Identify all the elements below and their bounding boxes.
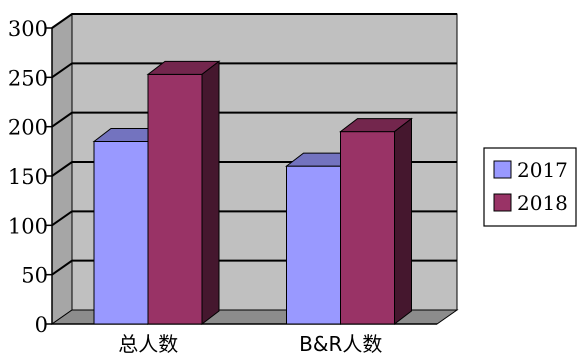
- bar-2017-0-front: [93, 140, 149, 325]
- gridline-200: [51, 111, 457, 128]
- y-tick-label-100: 100: [8, 214, 48, 238]
- bar-2018-0-front: [147, 73, 203, 325]
- y-tick-label-150: 150: [8, 165, 48, 189]
- y-tick-label-50: 50: [21, 264, 48, 288]
- bar-2018-0-side: [201, 60, 220, 326]
- axis-labels: 0 50 100 150 200 250 300 总人数 B&R人数: [8, 17, 382, 356]
- gridline-300: [51, 13, 457, 29]
- bar-2018-1-side: [394, 117, 412, 326]
- bars: [92, 60, 413, 326]
- legend-label-2018: 2018: [517, 191, 568, 215]
- y-tick-label-200: 200: [8, 116, 48, 140]
- x-category-label-1: B&R人数: [299, 332, 382, 356]
- legend-swatch-2017: [493, 160, 512, 179]
- y-tick-label-0: 0: [35, 313, 48, 337]
- y-tick-label-250: 250: [8, 66, 48, 90]
- y-tick-label-300: 300: [8, 17, 48, 41]
- bar-2018-1-front: [340, 131, 395, 325]
- legend-swatch-2018: [493, 193, 512, 212]
- bar-2017-1-front: [286, 165, 341, 325]
- gridline-250: [51, 62, 457, 79]
- legend-label-2017: 2017: [517, 158, 568, 182]
- legend: 2017 2018: [483, 147, 577, 227]
- x-category-label-0: 总人数: [118, 332, 178, 356]
